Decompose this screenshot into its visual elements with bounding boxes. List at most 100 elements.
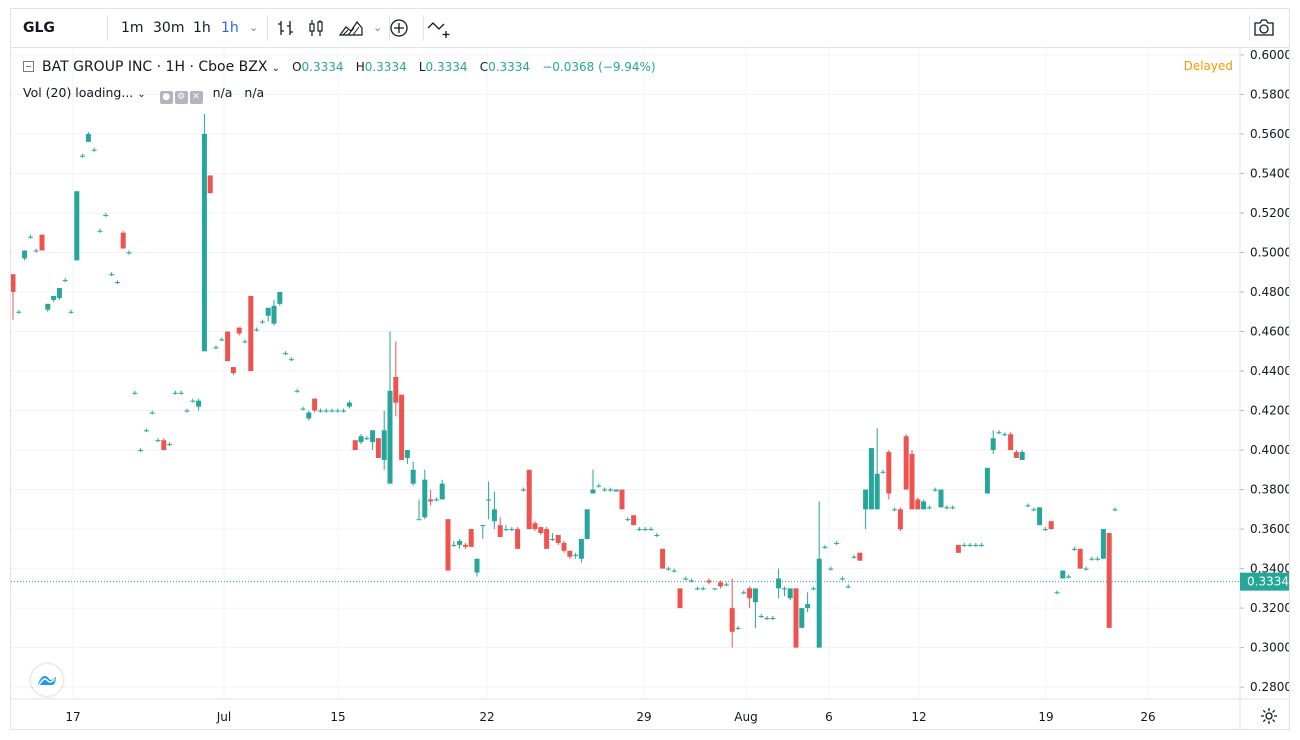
candle-body xyxy=(1042,529,1048,531)
interval-1m-button[interactable]: 1m xyxy=(121,20,144,36)
candle-body xyxy=(445,519,451,571)
candle-body xyxy=(381,430,387,460)
candle-body xyxy=(283,353,289,355)
candle-body xyxy=(68,311,74,313)
selected-interval-button[interactable]: 1h xyxy=(221,20,239,36)
candle-body xyxy=(474,558,480,573)
candle-body xyxy=(944,507,950,509)
candle-body xyxy=(1083,568,1089,570)
candle-body xyxy=(317,410,323,412)
interval-1h-button[interactable]: 1h xyxy=(193,20,211,36)
candle-body xyxy=(62,280,68,282)
x-tick-label: 22 xyxy=(479,710,494,724)
candle-body xyxy=(921,501,927,510)
symbol-search[interactable]: GLG xyxy=(23,20,55,36)
toolbar-divider xyxy=(423,15,424,41)
last-price-label: 0.3334 xyxy=(1247,575,1289,589)
candle-body xyxy=(1025,505,1031,507)
high-value: 0.3334 xyxy=(364,60,407,74)
exchange-dropdown-chevron-icon[interactable]: ⌄ xyxy=(271,63,280,74)
candle-body xyxy=(143,430,149,432)
add-indicator-plus-icon[interactable] xyxy=(389,18,409,38)
y-tick-label: 0.3600 xyxy=(1250,522,1289,536)
candle-body xyxy=(735,627,741,629)
candle-body xyxy=(196,400,202,407)
toolbar-divider xyxy=(107,15,108,41)
candle-body xyxy=(300,408,306,410)
candle-body xyxy=(306,412,312,419)
candle-body xyxy=(979,544,985,546)
candle-body xyxy=(741,592,747,594)
compare-symbol-icon[interactable] xyxy=(427,19,451,39)
candle-body xyxy=(375,438,381,458)
candle-body xyxy=(329,410,335,412)
candles-chart-style-icon[interactable] xyxy=(307,19,325,37)
y-tick-label: 0.3200 xyxy=(1250,601,1289,615)
candle-body xyxy=(410,469,416,484)
candle-body xyxy=(596,485,602,487)
candle-body xyxy=(781,588,787,590)
bar-chart-style-icon[interactable] xyxy=(277,19,295,37)
area-chart-style-icon[interactable] xyxy=(339,19,363,37)
screenshot-camera-icon[interactable] xyxy=(1253,18,1275,38)
candle-body xyxy=(538,527,544,534)
y-tick-label: 0.5400 xyxy=(1250,166,1289,180)
candle-body xyxy=(404,450,410,458)
interval-30m-button[interactable]: 30m xyxy=(153,20,185,36)
tradingview-logo-icon[interactable] xyxy=(31,664,63,696)
candle-body xyxy=(1054,592,1060,594)
candle-body xyxy=(1008,434,1014,451)
candle-body xyxy=(1002,434,1008,436)
y-tick-label: 0.3800 xyxy=(1250,483,1289,497)
candle-body xyxy=(358,436,364,443)
candle-body xyxy=(33,250,39,252)
candle-body xyxy=(51,295,57,300)
candle-body xyxy=(880,471,886,473)
candle-body xyxy=(805,604,811,609)
candle-body xyxy=(126,252,132,254)
x-tick-label: 19 xyxy=(1038,710,1053,724)
volume-dropdown-chevron-icon[interactable]: ⌄ xyxy=(137,89,146,100)
series-title[interactable]: BAT GROUP INC · 1H · Cboe BZX xyxy=(42,59,268,75)
candle-body xyxy=(346,402,352,407)
x-tick-label: Aug xyxy=(734,710,757,724)
candle-body xyxy=(352,440,358,451)
candle-body xyxy=(607,489,613,491)
candle-body xyxy=(584,509,590,539)
y-tick-label: 0.4800 xyxy=(1250,285,1289,299)
interval-dropdown-chevron-icon[interactable]: ⌄ xyxy=(249,21,259,34)
settings-gear-icon[interactable]: ⚙ xyxy=(174,91,188,104)
x-tick-label: 29 xyxy=(636,710,651,724)
volume-label[interactable]: Vol (20) loading... xyxy=(23,85,134,100)
candle-body xyxy=(642,529,648,531)
x-tick-label: 12 xyxy=(911,710,926,724)
candle-body xyxy=(161,440,167,451)
candle-body xyxy=(863,489,869,510)
candle-body xyxy=(103,214,109,216)
candle-body xyxy=(1095,558,1101,560)
candle-body xyxy=(16,311,22,313)
remove-close-icon[interactable]: ✕ xyxy=(189,91,203,104)
candle-body xyxy=(613,489,619,492)
y-tick-label: 0.4000 xyxy=(1250,443,1289,457)
candle-body xyxy=(364,438,370,440)
price-chart-canvas[interactable]: 0.6000 0.5800 0.5600 0.5400 0.5200 0.5000 0.48… xyxy=(11,9,1289,729)
candle-body xyxy=(201,133,207,352)
candle-body xyxy=(138,450,144,452)
candle-body xyxy=(683,578,689,580)
candle-body xyxy=(810,588,816,590)
collapse-legend-icon[interactable] xyxy=(23,61,34,72)
chart-settings-gear-icon[interactable] xyxy=(1259,706,1279,726)
open-value: 0.3334 xyxy=(301,60,344,74)
volume-value-2: n/a xyxy=(244,85,265,100)
candle-body xyxy=(677,588,683,609)
chart-style-dropdown-chevron-icon[interactable]: ⌄ xyxy=(373,21,383,34)
candle-body xyxy=(578,538,584,559)
candle-body xyxy=(834,542,840,544)
visibility-eye-icon[interactable]: ● xyxy=(159,91,173,104)
candle-body xyxy=(294,390,300,392)
candle-body xyxy=(167,444,173,446)
candle-body xyxy=(886,452,892,494)
candle-body xyxy=(323,410,329,412)
candle-body xyxy=(984,467,990,494)
